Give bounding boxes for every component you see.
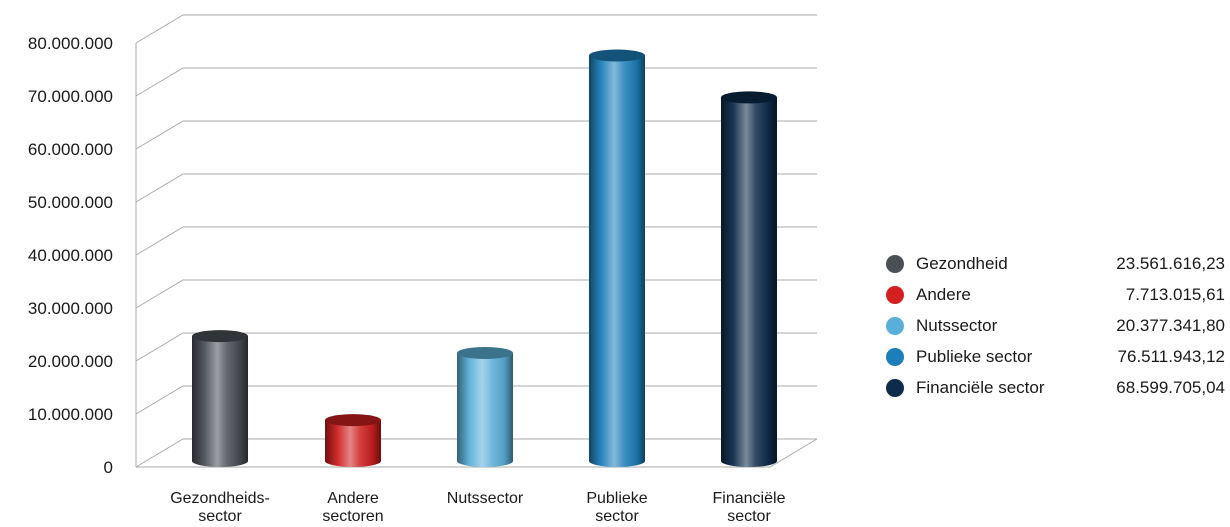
x-tick-label: Publieke sector (586, 490, 647, 525)
y-tick-label: 0 (104, 458, 113, 477)
bar-body (192, 336, 248, 467)
y-tick-label: 40.000.000 (28, 246, 113, 265)
bar-top (589, 49, 645, 62)
bar (325, 414, 381, 467)
gridline (135, 67, 817, 97)
legend-swatch (886, 317, 904, 335)
legend-item: Financiële sector 68.599.705,04 (880, 376, 1225, 407)
gridline (135, 14, 817, 44)
bar-body (721, 97, 777, 467)
bar-body (457, 353, 513, 467)
legend-value: 68.599.705,04 (1116, 378, 1225, 397)
y-tick-label: 60.000.000 (28, 140, 113, 159)
legend-label: Publieke sector (916, 347, 1033, 366)
bars (192, 49, 777, 468)
legend-label: Gezondheid (916, 254, 1008, 273)
y-tick-label: 80.000.000 (28, 34, 113, 53)
legend-label: Financiële sector (916, 378, 1045, 397)
legend-item: Nutssector 20.377.341,80 (880, 314, 1225, 345)
bar-top (721, 91, 777, 104)
x-tick-label: Andere sectoren (322, 490, 383, 525)
bar (457, 347, 513, 467)
legend-item: Andere 7.713.015,61 (880, 283, 1225, 314)
bar (192, 330, 248, 467)
x-tick-label: Nutssector (447, 490, 524, 507)
y-tick-label: 70.000.000 (28, 87, 113, 106)
gridline (135, 226, 817, 256)
legend-value: 76.511.943,12 (1117, 347, 1225, 366)
legend-value: 20.377.341,80 (1116, 316, 1225, 335)
grid (135, 14, 818, 468)
bar-top (325, 414, 381, 427)
legend-value: 7.713.015,61 (1125, 285, 1225, 304)
bar-body (589, 55, 645, 468)
legend-swatch (886, 348, 904, 366)
y-tick-label: 50.000.000 (28, 193, 113, 212)
bar-chart: 0 10.000.000 20.000.000 30.000.000 40.000.00… (28, 14, 818, 525)
legend-item: Gezondheid 23.561.616,23 (880, 252, 1225, 283)
y-axis-ticks: 0 10.000.000 20.000.000 30.000.000 40.000.00… (28, 34, 113, 477)
legend-swatch (886, 255, 904, 273)
legend: Gezondheid 23.561.616,23 Andere 7.713.015,6… (880, 252, 1225, 407)
bar (589, 49, 645, 468)
floor-edge (136, 438, 818, 468)
y-tick-label: 30.000.000 (28, 299, 113, 318)
gridline (135, 120, 817, 150)
bar-top (457, 347, 513, 360)
gridline (135, 279, 817, 309)
legend-item: Publieke sector 76.511.943,12 (880, 345, 1225, 376)
gridline (135, 173, 817, 203)
legend-swatch (886, 379, 904, 397)
x-tick-label: Gezondheids-sector (170, 490, 270, 525)
bar-body (325, 420, 381, 467)
bar (721, 91, 777, 467)
bar-top (192, 330, 248, 343)
legend-value: 23.561.616,23 (1116, 254, 1225, 273)
x-tick-label: Financiële sector (713, 490, 786, 525)
y-tick-label: 20.000.000 (28, 352, 113, 371)
y-tick-label: 10.000.000 (28, 405, 113, 424)
legend-label: Andere (916, 285, 971, 304)
x-axis-labels: Gezondheids-sector Andere sectoren Nutssect… (170, 490, 785, 525)
legend-swatch (886, 286, 904, 304)
legend-label: Nutssector (916, 316, 998, 335)
